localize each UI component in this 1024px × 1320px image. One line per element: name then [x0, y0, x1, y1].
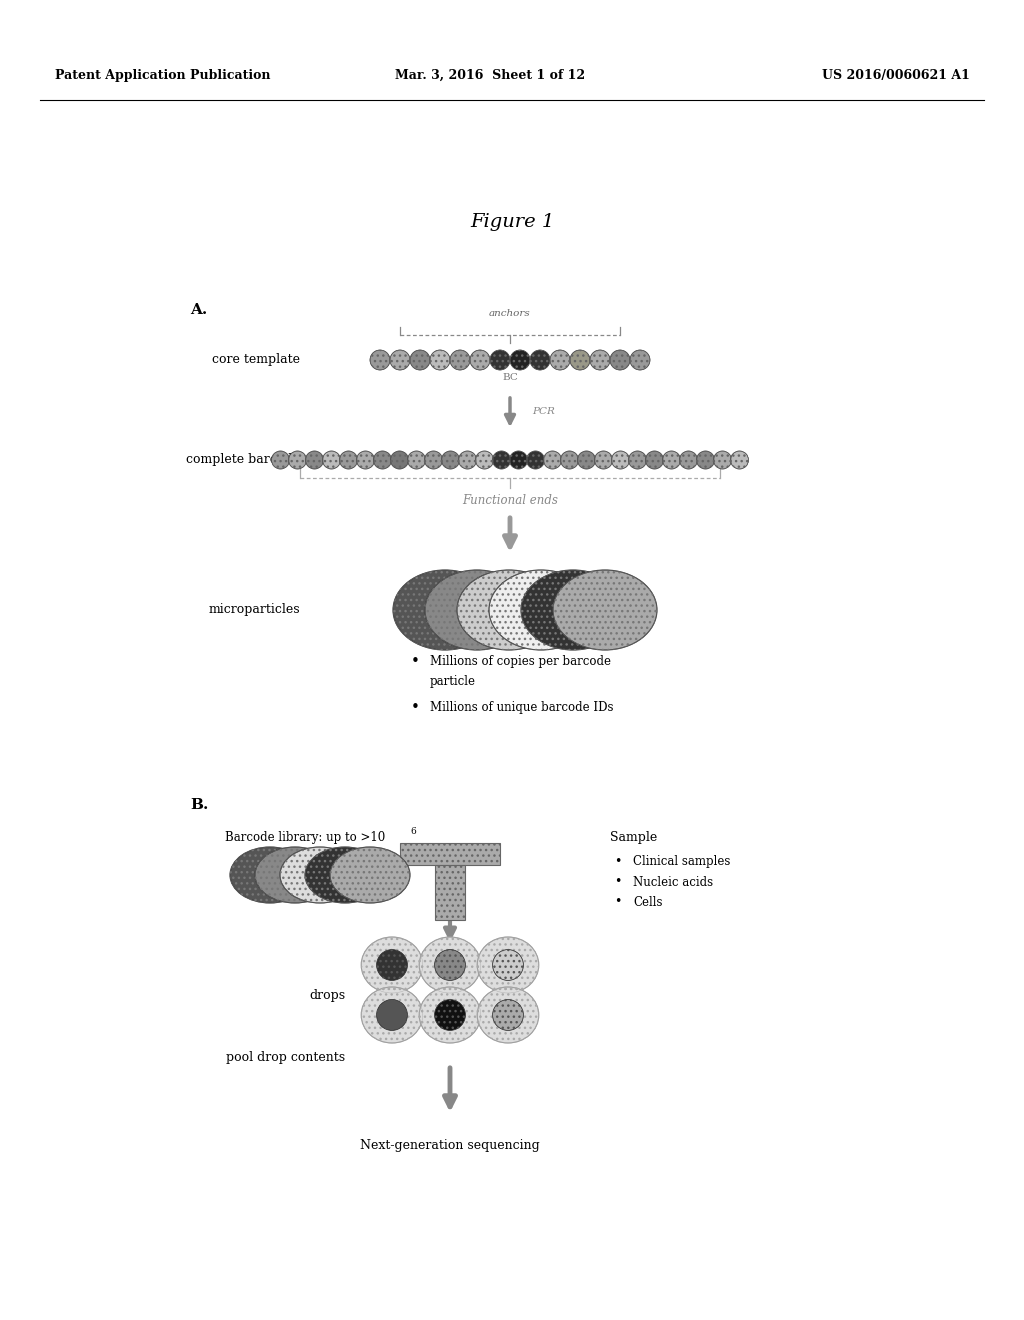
- Circle shape: [510, 350, 530, 370]
- Text: B.: B.: [190, 799, 208, 812]
- Circle shape: [730, 451, 749, 469]
- Text: •: •: [411, 701, 420, 715]
- Circle shape: [459, 451, 476, 469]
- Circle shape: [510, 451, 527, 469]
- Circle shape: [305, 451, 324, 469]
- Text: Millions of unique barcode IDs: Millions of unique barcode IDs: [430, 701, 613, 714]
- Circle shape: [356, 451, 375, 469]
- Ellipse shape: [255, 847, 335, 903]
- Ellipse shape: [419, 987, 481, 1043]
- Ellipse shape: [361, 987, 423, 1043]
- Text: Figure 1: Figure 1: [470, 213, 554, 231]
- Bar: [400, 843, 500, 865]
- Text: PCR: PCR: [532, 408, 555, 417]
- Circle shape: [493, 949, 523, 981]
- Circle shape: [544, 451, 561, 469]
- Text: US 2016/0060621 A1: US 2016/0060621 A1: [822, 69, 970, 82]
- Ellipse shape: [419, 937, 481, 993]
- Circle shape: [680, 451, 697, 469]
- Ellipse shape: [521, 570, 625, 649]
- Bar: [435, 865, 465, 920]
- Circle shape: [550, 350, 570, 370]
- Circle shape: [645, 451, 664, 469]
- Circle shape: [630, 350, 650, 370]
- Circle shape: [629, 451, 646, 469]
- Circle shape: [377, 949, 408, 981]
- Ellipse shape: [489, 570, 593, 649]
- Circle shape: [370, 350, 390, 370]
- Ellipse shape: [305, 847, 385, 903]
- Circle shape: [590, 350, 610, 370]
- Ellipse shape: [477, 987, 539, 1043]
- Text: complete barcode: complete barcode: [186, 454, 300, 466]
- Circle shape: [530, 350, 550, 370]
- Text: A.: A.: [190, 304, 207, 317]
- Text: Sample: Sample: [610, 832, 657, 845]
- Text: Clinical samples: Clinical samples: [633, 855, 730, 869]
- Circle shape: [610, 350, 630, 370]
- Circle shape: [434, 999, 465, 1031]
- Text: particle: particle: [430, 676, 476, 689]
- Ellipse shape: [280, 847, 360, 903]
- Text: microparticles: microparticles: [208, 603, 300, 616]
- Circle shape: [434, 949, 465, 981]
- Circle shape: [323, 451, 341, 469]
- Circle shape: [374, 451, 391, 469]
- Text: BC: BC: [502, 374, 518, 383]
- Text: anchors: anchors: [489, 309, 530, 318]
- Circle shape: [526, 451, 545, 469]
- Text: Functional ends: Functional ends: [462, 494, 558, 507]
- Text: 6: 6: [410, 828, 416, 837]
- Circle shape: [493, 999, 523, 1031]
- Circle shape: [578, 451, 596, 469]
- Circle shape: [570, 350, 590, 370]
- Circle shape: [611, 451, 630, 469]
- Circle shape: [490, 350, 510, 370]
- Circle shape: [493, 451, 511, 469]
- Ellipse shape: [361, 937, 423, 993]
- Text: Next-generation sequencing: Next-generation sequencing: [360, 1138, 540, 1151]
- Ellipse shape: [553, 570, 657, 649]
- Text: Patent Application Publication: Patent Application Publication: [55, 69, 270, 82]
- Ellipse shape: [230, 847, 310, 903]
- Circle shape: [450, 350, 470, 370]
- Text: Millions of copies per barcode: Millions of copies per barcode: [430, 656, 611, 668]
- Ellipse shape: [457, 570, 561, 649]
- Text: drops: drops: [309, 989, 345, 1002]
- Circle shape: [289, 451, 306, 469]
- Circle shape: [696, 451, 715, 469]
- Circle shape: [475, 451, 494, 469]
- Circle shape: [425, 451, 442, 469]
- Ellipse shape: [425, 570, 529, 649]
- Text: •: •: [411, 655, 420, 669]
- Circle shape: [340, 451, 357, 469]
- Circle shape: [663, 451, 681, 469]
- Circle shape: [377, 999, 408, 1031]
- Circle shape: [714, 451, 731, 469]
- Text: pool drop contents: pool drop contents: [226, 1052, 345, 1064]
- Ellipse shape: [477, 937, 539, 993]
- Circle shape: [560, 451, 579, 469]
- Text: •: •: [614, 895, 622, 908]
- Text: Mar. 3, 2016  Sheet 1 of 12: Mar. 3, 2016 Sheet 1 of 12: [395, 69, 585, 82]
- Circle shape: [390, 451, 409, 469]
- Circle shape: [410, 350, 430, 370]
- Text: core template: core template: [212, 354, 300, 367]
- Circle shape: [441, 451, 460, 469]
- Text: •: •: [614, 855, 622, 869]
- Ellipse shape: [330, 847, 410, 903]
- Circle shape: [390, 350, 410, 370]
- Circle shape: [430, 350, 450, 370]
- Circle shape: [470, 350, 490, 370]
- Circle shape: [408, 451, 426, 469]
- Ellipse shape: [393, 570, 497, 649]
- Circle shape: [271, 451, 290, 469]
- Text: Nucleic acids: Nucleic acids: [633, 875, 713, 888]
- Text: Cells: Cells: [633, 895, 663, 908]
- Text: Barcode library: up to >10: Barcode library: up to >10: [225, 832, 385, 845]
- Circle shape: [595, 451, 612, 469]
- Text: •: •: [614, 875, 622, 888]
